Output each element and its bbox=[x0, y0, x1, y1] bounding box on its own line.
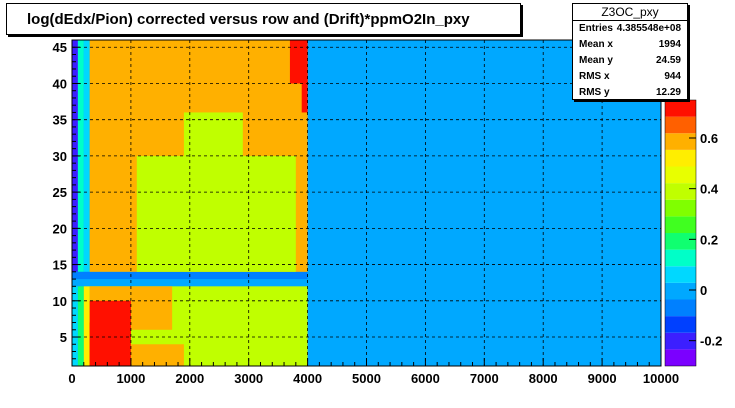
stats-label: Mean y bbox=[579, 55, 613, 66]
z-tick-label: 0 bbox=[700, 283, 707, 298]
plot-frame bbox=[71, 39, 662, 367]
heatmap-cell bbox=[72, 286, 78, 366]
y-tick-label: 20 bbox=[53, 221, 67, 236]
palette-swatch bbox=[665, 249, 696, 267]
stats-label: Entries bbox=[579, 23, 613, 34]
heatmap-cell bbox=[301, 61, 308, 113]
y-tick-label: 5 bbox=[60, 330, 67, 345]
x-tick-label: 8000 bbox=[529, 371, 558, 386]
palette-swatch bbox=[665, 216, 696, 233]
palette-swatch bbox=[665, 282, 696, 300]
palette-swatch bbox=[665, 349, 696, 366]
y-axis: 5 10 15 20 25 30 35 40 45 bbox=[53, 39, 80, 367]
y-tick-label: 10 bbox=[53, 294, 67, 309]
x-tick-label: 9000 bbox=[588, 371, 617, 386]
y-tick-label: 40 bbox=[53, 76, 67, 91]
heatmap-cell bbox=[130, 344, 184, 366]
palette-swatch bbox=[665, 133, 696, 150]
heatmap-cell bbox=[83, 286, 90, 366]
stats-value: 944 bbox=[664, 71, 681, 82]
y-tick-label: 25 bbox=[53, 185, 67, 200]
stats-label: RMS x bbox=[579, 71, 610, 82]
y-tick-label: 15 bbox=[53, 258, 67, 273]
palette-swatch bbox=[665, 183, 696, 200]
z-tick-label: 0.2 bbox=[700, 232, 718, 247]
grid-lines bbox=[72, 40, 661, 366]
stats-row-mean-y: Mean y 24.59 bbox=[573, 53, 687, 69]
y-tick-label: 30 bbox=[53, 149, 67, 164]
x-tick-label: 7000 bbox=[470, 371, 499, 386]
stats-row-rms-y: RMS y 12.29 bbox=[573, 85, 687, 101]
z-tick-label: 0.6 bbox=[700, 131, 718, 146]
x-tick-label: 4000 bbox=[293, 371, 322, 386]
x-tick-label: 0 bbox=[68, 371, 75, 386]
x-tick-label: 10000 bbox=[643, 371, 679, 386]
x-tick-label: 5000 bbox=[352, 371, 381, 386]
palette-swatch bbox=[665, 116, 696, 134]
stats-value: 4.385548e+08 bbox=[616, 23, 681, 34]
z-tick-label: -0.2 bbox=[700, 334, 722, 349]
stats-row-mean-x: Mean x 1994 bbox=[573, 37, 687, 53]
palette-swatch bbox=[665, 100, 696, 117]
palette-swatch bbox=[665, 233, 696, 250]
heatmap-cell bbox=[183, 112, 243, 156]
palette-swatch bbox=[665, 316, 696, 333]
stats-value: 12.29 bbox=[655, 87, 681, 98]
palette-swatch bbox=[665, 149, 696, 167]
heatmap-cell bbox=[136, 155, 296, 272]
x-tick-label: 1000 bbox=[116, 371, 145, 386]
color-scale: -0.2 0 0.2 0.4 0.6 bbox=[664, 99, 722, 367]
palette-swatch bbox=[665, 332, 696, 350]
heatmap-cell bbox=[77, 286, 84, 366]
x-tick-label: 6000 bbox=[411, 371, 440, 386]
chart-title: log(dEdx/Pion) corrected versus row and … bbox=[27, 11, 470, 28]
stats-label: Mean x bbox=[579, 39, 613, 50]
x-axis: 0 1000 2000 3000 4000 5000 6000 7000 8000 9000 100… bbox=[68, 358, 679, 386]
palette-swatch bbox=[665, 266, 696, 283]
stats-value: 24.59 bbox=[655, 55, 681, 66]
y-tick-label: 35 bbox=[53, 113, 67, 128]
stats-box: Z3OC_pxy Entries 4.385548e+08 Mean x 199… bbox=[572, 3, 688, 100]
stats-value: 1994 bbox=[658, 39, 681, 50]
z-tick-label: 0.4 bbox=[700, 182, 719, 197]
x-tick-label: 3000 bbox=[234, 371, 263, 386]
title-box: log(dEdx/Pion) corrected versus row and … bbox=[6, 3, 521, 35]
stats-label: RMS y bbox=[579, 87, 610, 98]
palette-frame bbox=[664, 99, 697, 367]
palette-swatch bbox=[665, 166, 696, 184]
palette-swatch bbox=[665, 299, 696, 317]
palette-swatch bbox=[665, 199, 696, 217]
heatmap-cell bbox=[89, 322, 120, 366]
stats-row-entries: Entries 4.385548e+08 bbox=[573, 21, 687, 37]
stats-histogram-name: Z3OC_pxy bbox=[573, 4, 687, 21]
x-tick-label: 2000 bbox=[175, 371, 204, 386]
y-tick-label: 45 bbox=[53, 40, 67, 55]
stats-row-rms-x: RMS x 944 bbox=[573, 69, 687, 85]
